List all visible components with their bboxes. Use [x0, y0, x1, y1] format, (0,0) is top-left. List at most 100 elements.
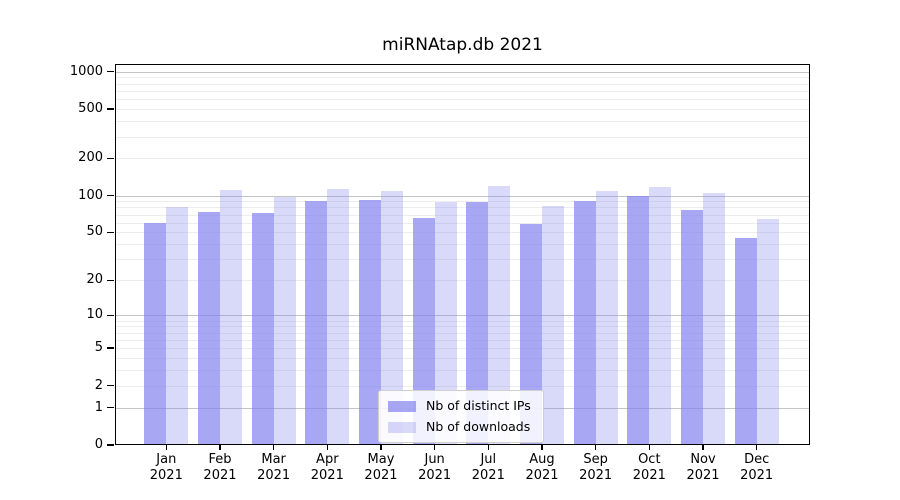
- bar-ips-jan: [144, 222, 167, 445]
- bar-ips-may: [358, 200, 381, 445]
- x-tick-label-jun: Jun 2021: [418, 452, 452, 483]
- bar-downloads-may: [380, 191, 403, 445]
- legend-label-downloads: Nb of downloads: [426, 419, 531, 434]
- gridline-minor-3: [115, 370, 810, 372]
- bar-downloads-sep: [595, 191, 618, 445]
- x-tick-mark-feb: [219, 445, 221, 450]
- y-tick-mark-500: [107, 108, 114, 110]
- bar-downloads-feb: [219, 190, 242, 445]
- x-tick-mark-dec: [755, 445, 758, 450]
- y-tick-label-100: 100: [78, 187, 103, 203]
- gridline-minor-90: [115, 201, 810, 203]
- y-tick-label-20: 20: [86, 272, 103, 288]
- legend-entry-downloads: Nb of downloads: [388, 419, 531, 435]
- plot-area: Nb of distinct IPs Nb of downloads: [115, 64, 810, 445]
- x-tick-label-sep: Sep 2021: [579, 452, 613, 483]
- bar-ips-oct: [627, 195, 650, 445]
- bar-downloads-nov: [703, 192, 725, 445]
- gridline-minor-30: [115, 259, 810, 261]
- gridline-minor-9: [115, 320, 810, 322]
- bar-ips-mar: [251, 213, 274, 445]
- bar-ips-nov: [681, 209, 703, 445]
- y-tick-label-2: 2: [94, 377, 103, 393]
- y-tick-mark-200: [107, 157, 114, 160]
- legend-label-distinct-ips: Nb of distinct IPs: [426, 398, 531, 413]
- x-tick-mark-aug: [541, 445, 543, 450]
- gridline-minor-400: [115, 120, 810, 122]
- y-tick-mark-0: [107, 444, 114, 446]
- bar-ips-dec: [734, 238, 757, 445]
- gridline-major-100: [115, 195, 810, 197]
- gridline-minor-300: [115, 136, 810, 138]
- x-tick-mark-oct: [648, 445, 651, 450]
- bar-ips-sep: [573, 201, 596, 445]
- y-tick-label-50: 50: [86, 224, 103, 240]
- bar-ips-jul: [466, 201, 489, 445]
- chart-legend: Nb of distinct IPs Nb of downloads: [378, 390, 544, 443]
- x-tick-label-jul: Jul 2021: [471, 452, 505, 483]
- y-tick-mark-50: [107, 231, 114, 234]
- legend-entry-distinct-ips: Nb of distinct IPs: [388, 398, 531, 414]
- x-tick-label-aug: Aug 2021: [525, 452, 559, 483]
- x-tick-label-may: May 2021: [364, 452, 398, 483]
- gridline-minor-7: [115, 332, 810, 334]
- chart-title: miRNAtap.db 2021: [382, 35, 543, 55]
- y-tick-mark-1: [107, 406, 114, 409]
- x-tick-label-apr: Apr 2021: [310, 452, 344, 483]
- x-tick-mark-may: [380, 445, 382, 450]
- x-tick-mark-jun: [433, 445, 436, 450]
- gridline-minor-5: [115, 348, 810, 350]
- x-tick-label-oct: Oct 2021: [632, 452, 666, 483]
- y-tick-mark-1000: [107, 70, 114, 73]
- y-tick-mark-20: [107, 279, 114, 282]
- gridline-minor-500: [115, 108, 810, 110]
- y-tick-label-1: 1: [94, 399, 103, 415]
- gridline-minor-700: [115, 90, 810, 92]
- y-tick-mark-2: [107, 384, 114, 387]
- gridline-major-1000: [115, 71, 810, 73]
- bar-downloads-apr: [327, 189, 350, 445]
- gridline-minor-40: [115, 244, 810, 246]
- bar-downloads-jan: [166, 207, 189, 445]
- y-tick-mark-100: [107, 194, 114, 197]
- gridline-minor-20: [115, 280, 810, 282]
- x-tick-mark-jan: [165, 445, 168, 450]
- y-tick-label-5: 5: [94, 340, 103, 356]
- x-tick-mark-mar: [272, 445, 275, 450]
- gridline-minor-8: [115, 326, 810, 328]
- x-tick-mark-apr: [326, 445, 329, 450]
- x-tick-label-jan: Jan 2021: [149, 452, 183, 483]
- gridline-minor-600: [115, 99, 810, 101]
- gridline-minor-200: [115, 158, 810, 160]
- gridline-minor-800: [115, 83, 810, 85]
- gridline-major-10: [115, 315, 810, 317]
- legend-swatch-distinct-ips-icon: [388, 400, 416, 412]
- gridline-minor-2: [115, 385, 810, 387]
- gridline-minor-60: [115, 222, 810, 224]
- x-tick-label-dec: Dec 2021: [740, 452, 774, 483]
- bar-downloads-oct: [649, 186, 672, 445]
- legend-swatch-downloads-icon: [388, 421, 416, 433]
- bar-downloads-mar: [273, 197, 296, 445]
- gridline-minor-50: [115, 232, 810, 234]
- gridline-minor-6: [115, 339, 810, 341]
- gridline-minor-4: [115, 358, 810, 359]
- bar-downloads-jul: [488, 185, 511, 445]
- y-tick-label-10: 10: [86, 307, 103, 323]
- x-tick-mark-sep: [594, 445, 597, 450]
- y-tick-label-500: 500: [78, 100, 103, 116]
- x-tick-mark-jul: [487, 445, 490, 450]
- x-tick-label-feb: Feb 2021: [203, 452, 237, 483]
- bar-downloads-aug: [541, 206, 564, 445]
- gridline-minor-80: [115, 207, 810, 209]
- bar-ips-apr: [305, 201, 328, 445]
- y-tick-label-1000: 1000: [69, 63, 103, 79]
- y-tick-mark-10: [107, 314, 114, 317]
- x-tick-label-mar: Mar 2021: [257, 452, 291, 483]
- bar-downloads-dec: [756, 218, 779, 445]
- bar-ips-jun: [412, 217, 435, 445]
- bar-downloads-jun: [434, 202, 457, 445]
- gridline-minor-900: [115, 77, 810, 79]
- y-tick-label-200: 200: [78, 150, 103, 166]
